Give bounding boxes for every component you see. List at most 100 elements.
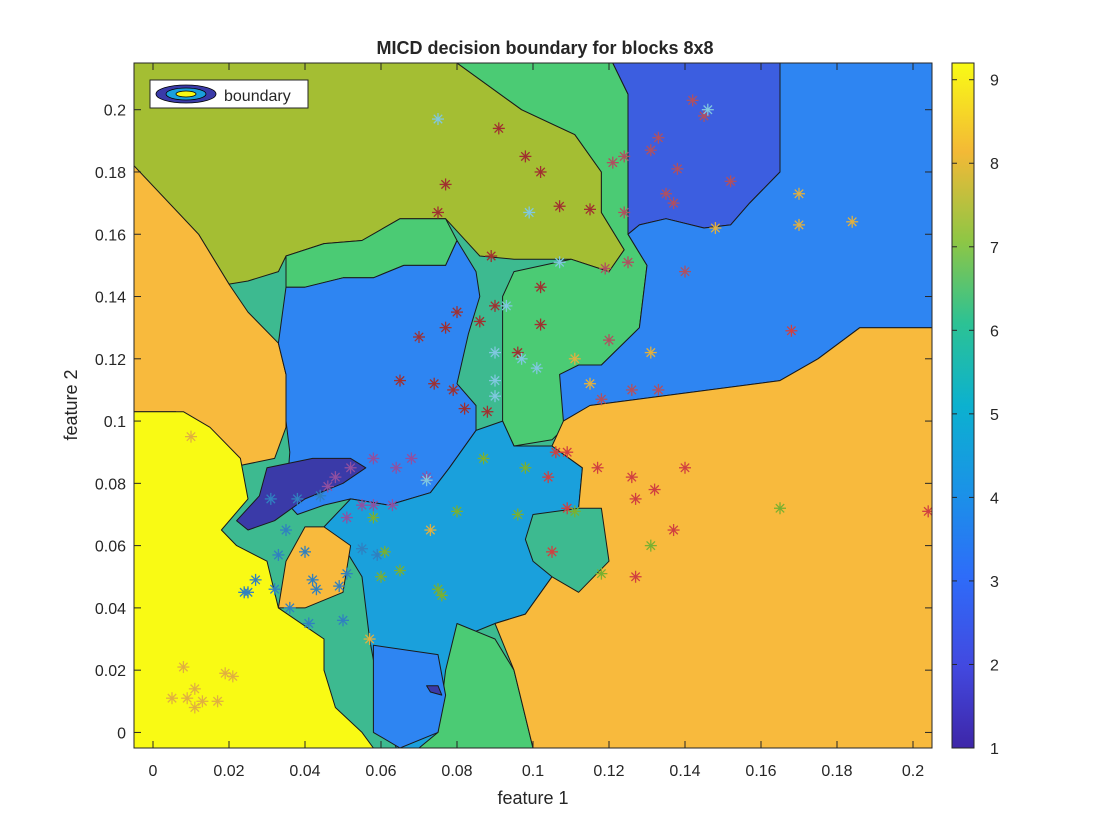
- data-point: [534, 318, 547, 331]
- data-point: [432, 206, 444, 219]
- data-point: [424, 524, 437, 537]
- data-point: [511, 508, 524, 521]
- y-tick-label: 0: [117, 725, 126, 742]
- data-point: [435, 589, 448, 602]
- data-point: [500, 299, 513, 312]
- data-point: [242, 586, 254, 599]
- data-point: [542, 471, 555, 484]
- data-point: [625, 471, 638, 484]
- data-point: [652, 383, 665, 396]
- legend: boundary: [149, 79, 309, 109]
- y-tick-label: 0.18: [95, 165, 126, 182]
- data-point: [413, 331, 425, 343]
- y-tick-label: 0.06: [95, 539, 126, 556]
- data-point: [394, 374, 406, 387]
- data-point: [337, 614, 349, 627]
- data-point: [458, 402, 471, 415]
- data-point: [310, 583, 323, 596]
- data-point: [333, 580, 346, 593]
- data-point: [188, 701, 201, 714]
- region-class-8: [494, 327, 932, 748]
- data-point: [599, 262, 612, 275]
- data-point: [584, 203, 596, 216]
- data-point: [428, 377, 441, 390]
- data-point: [629, 570, 642, 583]
- x-tick-label: 0.18: [821, 763, 852, 780]
- data-point: [667, 524, 680, 537]
- region-class-8: [277, 526, 352, 609]
- data-point: [363, 633, 376, 646]
- data-point: [679, 265, 691, 278]
- colorbar-gradient: [951, 62, 975, 749]
- x-tick-label: 0.1: [522, 763, 544, 780]
- data-point: [386, 499, 399, 512]
- region-class-1: [236, 457, 367, 531]
- colorbar-tick-label: 9: [990, 73, 999, 90]
- data-point: [660, 187, 672, 200]
- data-point: [314, 489, 327, 502]
- data-point: [329, 471, 342, 484]
- plot-area: [134, 63, 932, 748]
- x-axis-label: feature 1: [497, 788, 568, 808]
- data-point: [356, 542, 368, 555]
- x-tick-label: 0.16: [745, 763, 776, 780]
- data-point: [618, 150, 631, 163]
- data-point: [390, 461, 403, 474]
- data-point: [534, 281, 547, 294]
- y-tick-label: 0.14: [95, 290, 126, 307]
- data-point: [523, 206, 536, 219]
- data-point: [181, 692, 194, 705]
- legend-contour-icon: [155, 84, 217, 104]
- data-point: [489, 299, 501, 312]
- data-point: [185, 430, 197, 443]
- y-axis-ticks: 0 0.02 0.04 0.06 0.08 0.1 0.12 0.14 0.16 0.18 0.2: [95, 103, 932, 742]
- data-point: [724, 175, 737, 188]
- data-point: [439, 178, 452, 191]
- data-point: [302, 617, 315, 630]
- data-point: [485, 250, 498, 263]
- data-point: [489, 374, 501, 387]
- data-point: [283, 601, 296, 614]
- x-tick-label: 0.2: [902, 763, 924, 780]
- colorbar-tick-label: 2: [990, 657, 999, 674]
- data-point: [299, 545, 311, 558]
- scatter-points: [166, 94, 932, 714]
- y-tick-label: 0.04: [95, 601, 126, 618]
- colorbar: 1 2 3 4 5 6 7 8 9: [951, 62, 999, 758]
- data-point: [211, 695, 224, 708]
- data-point: [515, 352, 528, 365]
- region-class-3: [372, 644, 447, 748]
- data-point: [625, 383, 638, 396]
- colorbar-tick-label: 7: [990, 240, 999, 257]
- data-point: [793, 187, 805, 200]
- data-point: [679, 461, 691, 474]
- data-point: [644, 346, 657, 359]
- y-tick-label: 0.1: [104, 414, 126, 431]
- y-axis-label: feature 2: [61, 369, 81, 440]
- legend-entry-boundary: boundary: [224, 88, 291, 105]
- colorbar-ticks: 1 2 3 4 5 6 7 8 9: [952, 73, 999, 758]
- data-point: [644, 539, 657, 552]
- data-point: [321, 480, 334, 493]
- data-point: [477, 452, 490, 465]
- data-point: [591, 461, 604, 474]
- y-tick-label: 0.2: [104, 103, 126, 120]
- colorbar-tick-label: 3: [990, 574, 999, 591]
- data-point: [280, 524, 292, 537]
- data-point: [622, 256, 634, 269]
- data-point: [553, 256, 566, 269]
- x-tick-label: 0.08: [441, 763, 472, 780]
- data-point: [196, 695, 209, 708]
- data-point: [671, 162, 684, 175]
- data-point: [534, 165, 547, 178]
- data-point: [546, 545, 558, 558]
- data-point: [584, 377, 596, 390]
- data-point: [226, 670, 239, 683]
- data-point: [511, 346, 524, 359]
- data-point: [549, 446, 562, 459]
- data-point: [306, 573, 319, 586]
- data-point: [922, 505, 932, 518]
- data-point: [561, 446, 574, 459]
- data-point: [519, 461, 532, 474]
- data-point: [489, 390, 501, 403]
